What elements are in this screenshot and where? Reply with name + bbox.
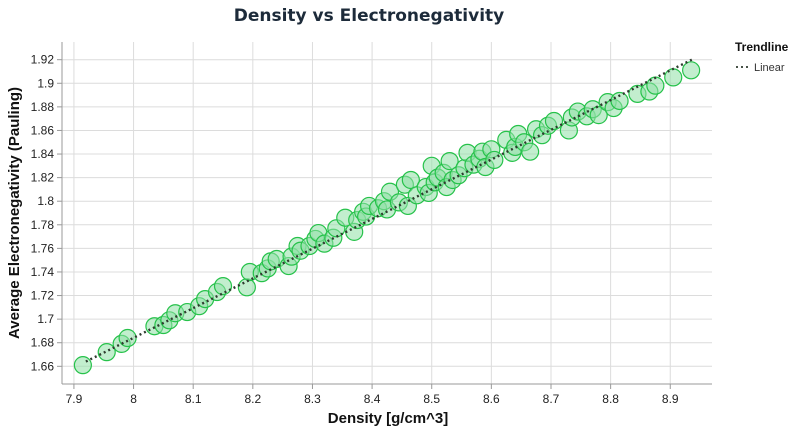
y-tick-label: 1.8 (37, 194, 54, 208)
trendline-layer (85, 57, 695, 363)
x-tick-label: 8.9 (662, 392, 679, 406)
linear-trendline (85, 57, 695, 363)
legend-linear-label: Linear (754, 62, 785, 74)
data-point (521, 142, 540, 161)
x-tick-label: 7.9 (66, 392, 83, 406)
data-point (118, 328, 137, 348)
legend: Trendline Linear (735, 40, 789, 74)
x-tick-label: 8.2 (244, 392, 261, 406)
y-tick-label: 1.88 (31, 100, 55, 114)
chart-title: Density vs Electronegativity (234, 6, 505, 26)
y-tick-label: 1.68 (31, 336, 55, 350)
data-point (237, 278, 256, 297)
x-tick-label: 8.1 (185, 392, 202, 406)
y-axis-title: Average Electronegativity (Pauling) (6, 87, 23, 339)
y-tick-label: 1.9 (37, 76, 54, 90)
data-point (664, 68, 683, 87)
data-point (97, 343, 116, 362)
y-tick-label: 1.66 (31, 359, 55, 373)
x-axis-title: Density [g/cm^3] (328, 410, 448, 427)
data-point (682, 61, 701, 80)
x-tick-label: 8.8 (602, 392, 619, 406)
y-tick-label: 1.84 (31, 147, 55, 161)
data-point (544, 111, 564, 131)
x-tick-label: 8.4 (364, 392, 381, 406)
y-tick-label: 1.76 (31, 241, 55, 255)
y-tick-label: 1.92 (31, 53, 55, 67)
data-points (73, 61, 701, 375)
ticks: 7.9 8 8.1 8.2 8.3 8.4 8.5 8.6 8.7 8.8 8.9 1.66 1.68 1… (31, 53, 679, 406)
y-tick-label: 1.86 (31, 123, 55, 137)
x-tick-label: 8.7 (543, 392, 560, 406)
y-tick-label: 1.74 (31, 265, 55, 279)
y-tick-label: 1.82 (31, 171, 55, 185)
x-tick-label: 8 (130, 392, 137, 406)
x-tick-label: 8.3 (304, 392, 321, 406)
x-tick-label: 8.6 (483, 392, 500, 406)
y-tick-label: 1.7 (37, 312, 54, 326)
data-point (589, 106, 608, 125)
x-tick-label: 8.5 (423, 392, 440, 406)
data-point (213, 277, 233, 296)
legend-title: Trendline (735, 40, 789, 54)
axes (61, 42, 712, 385)
y-tick-label: 1.72 (31, 289, 55, 303)
data-point (440, 152, 459, 171)
data-point (73, 356, 92, 375)
y-tick-label: 1.78 (31, 218, 55, 232)
